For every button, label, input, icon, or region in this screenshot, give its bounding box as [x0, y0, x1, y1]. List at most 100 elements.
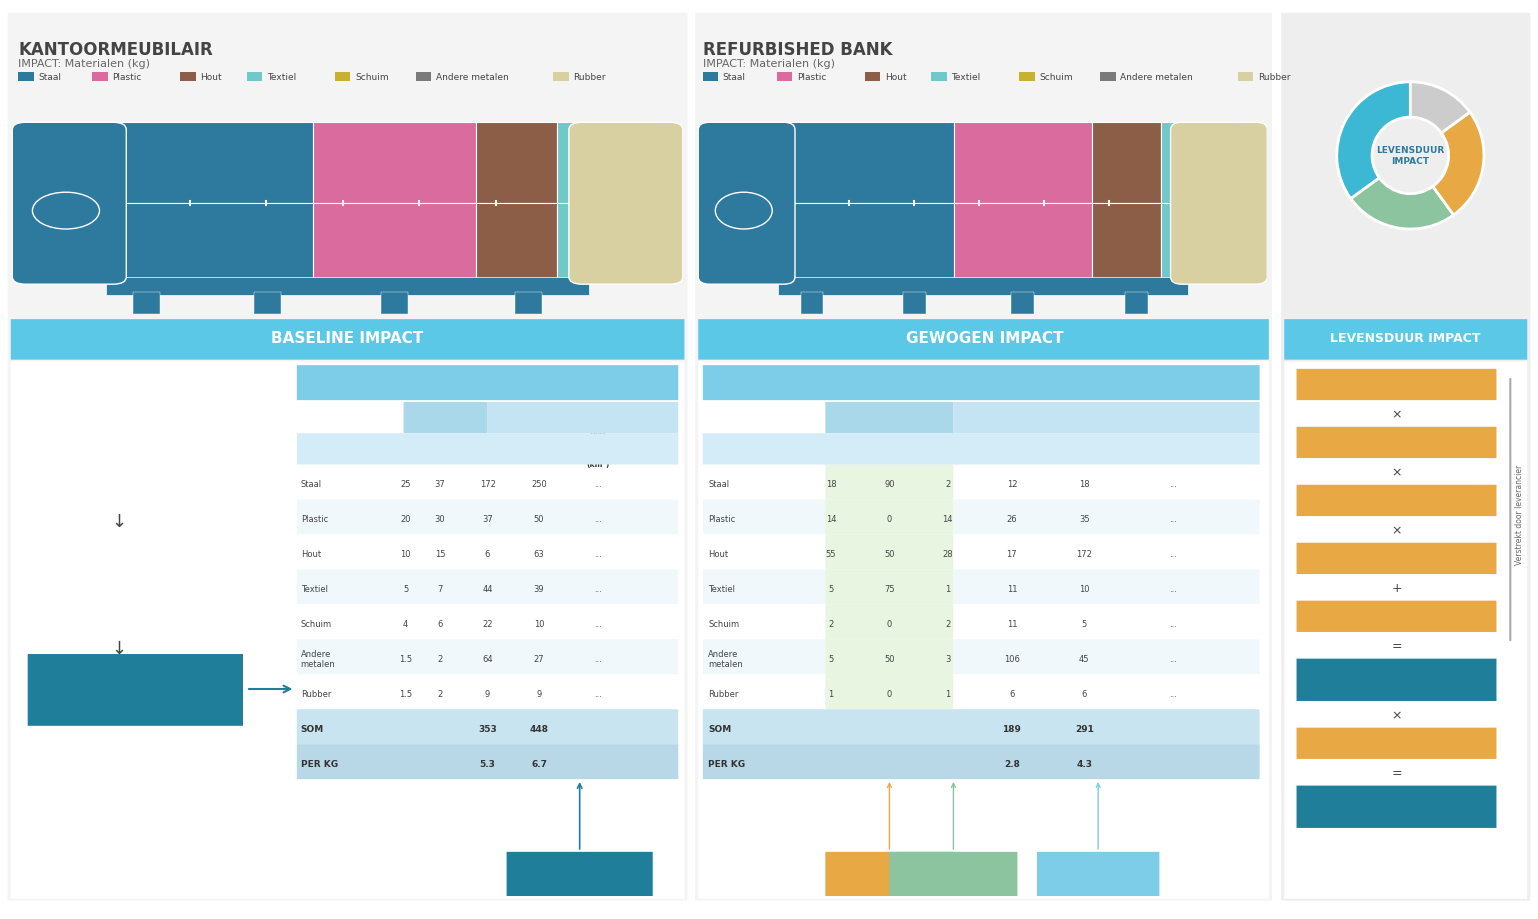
Text: 11: 11 — [1006, 619, 1017, 629]
Bar — [254, 292, 280, 314]
Text: ...: ... — [594, 480, 601, 489]
Text: 18: 18 — [1080, 480, 1089, 489]
Text: 6: 6 — [437, 619, 443, 629]
Text: 30: 30 — [435, 515, 444, 524]
Bar — [638, 204, 649, 285]
Text: Schuim: Schuim — [1040, 73, 1074, 82]
Bar — [1092, 123, 1161, 204]
Text: 0: 0 — [887, 515, 892, 524]
Text: +: + — [1392, 582, 1401, 595]
Text: Andere
metalen: Andere metalen — [300, 650, 335, 668]
Text: Plastic: Plastic — [709, 515, 735, 524]
Bar — [1230, 123, 1240, 204]
Text: Staal: Staal — [709, 480, 729, 489]
Text: Kantoormeubilair:
Bankstel: Kantoormeubilair: Bankstel — [75, 602, 163, 625]
Text: Andere metalen: Andere metalen — [1120, 73, 1193, 82]
Bar — [314, 123, 475, 204]
Bar — [595, 204, 628, 285]
Text: LEVENSDUUR
IMPACT: LEVENSDUUR IMPACT — [1377, 146, 1444, 166]
Text: 1.5: 1.5 — [398, 654, 412, 664]
Text: Andere metalen: Andere metalen — [435, 73, 509, 82]
Text: =: = — [1392, 640, 1401, 652]
Text: Gewogen Impact: Gewogen Impact — [1063, 869, 1134, 879]
Text: 17: 17 — [1006, 550, 1017, 559]
Text: 5: 5 — [1081, 619, 1087, 629]
Text: 12: 12 — [1006, 480, 1017, 489]
Bar — [638, 123, 649, 204]
FancyBboxPatch shape — [120, 570, 166, 590]
Wedge shape — [1433, 113, 1484, 216]
Text: MATERIAL: MATERIAL — [300, 445, 345, 454]
Bar — [1092, 204, 1161, 285]
Text: Recycled
(%): Recycled (%) — [871, 443, 907, 456]
Text: 2.8: 2.8 — [1004, 759, 1020, 768]
Text: Andere
metalen: Andere metalen — [709, 650, 743, 668]
Bar — [1126, 292, 1147, 314]
Text: 250: 250 — [531, 480, 548, 489]
FancyBboxPatch shape — [698, 123, 795, 285]
Text: 45: 45 — [1080, 654, 1089, 664]
Text: Materialen
(kg): Materialen (kg) — [515, 440, 563, 459]
Bar — [1161, 204, 1193, 285]
Text: 35: 35 — [1080, 515, 1089, 524]
Text: IMPACT: IMPACT — [1087, 414, 1126, 423]
Bar — [557, 204, 595, 285]
Text: Plastic: Plastic — [797, 73, 826, 82]
Text: Hout: Hout — [200, 73, 221, 82]
Text: 27: 27 — [534, 654, 544, 664]
Text: SOM: SOM — [300, 724, 325, 733]
Text: Kantoormeubilair: bankstel: Kantoormeubilair: bankstel — [406, 379, 569, 388]
Text: 44: 44 — [483, 584, 492, 594]
Text: Hout: Hout — [884, 73, 906, 82]
Text: 37: 37 — [483, 515, 492, 524]
Text: 291: 291 — [1075, 724, 1094, 733]
Text: 9: 9 — [484, 689, 491, 698]
Text: 28: 28 — [943, 550, 954, 559]
Text: 9: 9 — [537, 689, 541, 698]
Text: KANTOORMEUBILAIR: KANTOORMEUBILAIR — [18, 41, 214, 60]
Text: ×: × — [1392, 524, 1401, 537]
Text: 22: 22 — [483, 619, 492, 629]
Circle shape — [32, 193, 100, 230]
Text: 50: 50 — [534, 515, 544, 524]
Text: Rubber: Rubber — [709, 689, 738, 698]
Text: ↓: ↓ — [111, 512, 126, 530]
Text: 50: 50 — [884, 550, 895, 559]
Text: ...: ... — [1169, 480, 1177, 489]
Text: Beschikbaar in
eigen database: Beschikbaar in eigen database — [548, 864, 612, 884]
Text: 10: 10 — [1080, 584, 1089, 594]
Bar — [1193, 204, 1221, 285]
Bar — [1161, 123, 1193, 204]
Text: =: = — [1392, 766, 1401, 779]
Text: Bijv.
land-
gebruik
(km²): Bijv. land- gebruik (km²) — [1158, 437, 1189, 462]
Text: ...: ... — [594, 584, 601, 594]
Bar — [112, 204, 314, 285]
Text: ...: ... — [594, 515, 601, 524]
Bar — [1221, 204, 1230, 285]
Text: 6.7: 6.7 — [531, 759, 548, 768]
Text: 18: 18 — [826, 480, 837, 489]
Text: ...: ... — [594, 654, 601, 664]
Text: 2: 2 — [829, 619, 834, 629]
Bar — [475, 123, 557, 204]
Text: R-Factor: R-Factor — [1378, 496, 1415, 505]
FancyBboxPatch shape — [155, 414, 175, 448]
Text: Plastic: Plastic — [112, 73, 141, 82]
Text: 2: 2 — [437, 654, 443, 664]
Text: LEVENSDUUR IMPACT
PER JAAR: LEVENSDUUR IMPACT PER JAAR — [1341, 797, 1452, 817]
Text: 26: 26 — [1006, 515, 1017, 524]
Text: Hout: Hout — [300, 550, 321, 559]
Text: 20: 20 — [400, 515, 411, 524]
FancyBboxPatch shape — [145, 552, 166, 575]
Bar — [801, 292, 823, 314]
Text: 2: 2 — [437, 689, 443, 698]
Text: ...: ... — [1169, 619, 1177, 629]
Text: LEVENSDUUR IMPACT
(VERWACHT): LEVENSDUUR IMPACT (VERWACHT) — [1341, 670, 1452, 690]
Text: Materiaalcompositie
verstrekt door leverancier: Materiaalcompositie verstrekt door lever… — [840, 864, 940, 884]
Text: 3: 3 — [946, 654, 950, 664]
Text: Gebruiksfase impact: Gebruiksfase impact — [1350, 612, 1443, 621]
Bar — [1221, 123, 1230, 204]
Text: GEWOGEN IMPACT: GEWOGEN IMPACT — [906, 331, 1063, 346]
Text: ×: × — [1392, 466, 1401, 479]
Text: 1.5: 1.5 — [398, 689, 412, 698]
